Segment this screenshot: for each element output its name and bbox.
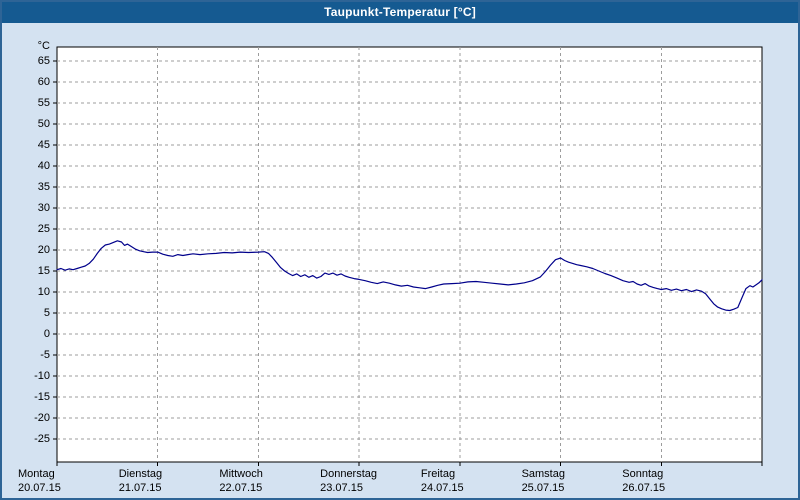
y-tick-label: 45: [37, 139, 50, 151]
y-tick-label: 55: [37, 97, 50, 109]
x-date-label: 22.07.15: [219, 482, 263, 494]
x-day-label: Mittwoch: [219, 468, 263, 480]
x-day-label: Dienstag: [118, 468, 163, 480]
x-day-label: Sonntag: [622, 468, 664, 480]
y-tick-label: -25: [34, 433, 50, 445]
y-axis-unit-label: °C: [37, 40, 50, 52]
x-day-label: Samstag: [521, 468, 565, 480]
x-date-label: 25.07.15: [521, 482, 565, 494]
y-tick-label: 65: [37, 55, 50, 67]
plot-background: [56, 46, 763, 463]
y-tick-label: -15: [34, 391, 50, 403]
x-day-label: Montag: [18, 468, 55, 480]
y-tick-label: 50: [37, 118, 50, 130]
x-day-label: Freitag: [420, 468, 456, 480]
x-date-label: 20.07.15: [18, 482, 61, 494]
y-tick-label: 0: [43, 328, 50, 340]
x-date-label: 21.07.15: [118, 482, 162, 494]
y-tick-label: 25: [37, 223, 50, 235]
y-tick-label: 15: [37, 265, 50, 277]
y-tick-label: -5: [40, 349, 50, 361]
y-tick-label: 5: [43, 307, 50, 319]
dewpoint-temperature-line: [56, 240, 763, 312]
x-date-label: 24.07.15: [420, 482, 464, 494]
y-tick-label: -10: [34, 370, 50, 382]
x-date-label: 26.07.15: [622, 482, 666, 494]
x-day-label: Donnerstag: [320, 468, 378, 480]
chart-title: Taupunkt-Temperatur [°C]: [2, 2, 798, 23]
y-tick-label: 20: [37, 244, 50, 256]
plot-area: [53, 46, 763, 466]
y-tick-label: 60: [37, 76, 50, 88]
y-tick-label: 35: [37, 181, 50, 193]
chart-canvas: [53, 46, 763, 466]
y-tick-label: 30: [37, 202, 50, 214]
y-tick-label: 10: [37, 286, 50, 298]
y-tick-label: 40: [37, 160, 50, 172]
y-tick-label: -20: [34, 412, 50, 424]
x-date-label: 23.07.15: [320, 482, 363, 494]
